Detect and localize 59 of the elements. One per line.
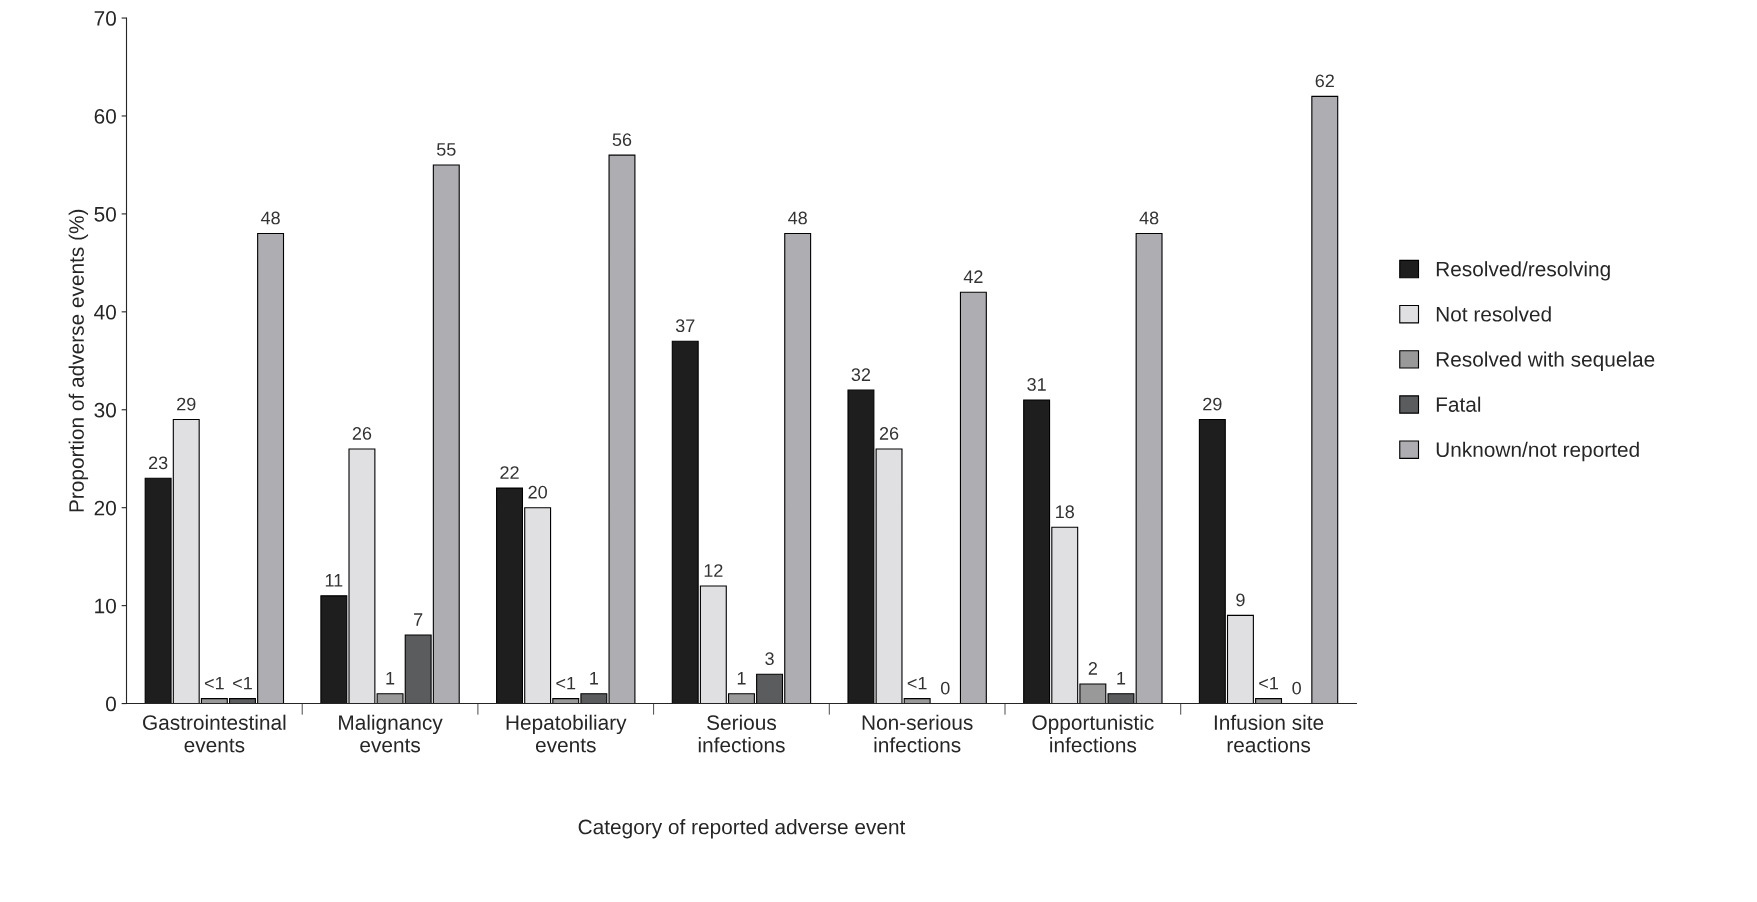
data-label: 37 — [675, 319, 695, 333]
legend-label: Resolved with sequelae — [1436, 351, 1655, 371]
bar — [959, 291, 987, 704]
legend-label: Unknown/not reported — [1436, 441, 1639, 462]
data-label: 48 — [788, 211, 807, 225]
data-label: 62 — [1315, 74, 1334, 88]
data-label: 3 — [765, 652, 774, 666]
data-label: 12 — [704, 564, 723, 577]
data-label: <1 — [233, 676, 252, 690]
data-label: 31 — [1027, 378, 1046, 391]
x-tick-label: Serious infections — [698, 714, 785, 753]
data-label: <1 — [556, 676, 576, 690]
y-axis-title: Proportion of adverse events (%) — [68, 209, 89, 512]
x-tick-label: Malignancy events — [339, 714, 443, 753]
data-label: 42 — [963, 270, 983, 283]
data-label: 0 — [1292, 681, 1301, 695]
data-label: 48 — [260, 211, 280, 225]
y-tick-label: 10 — [95, 598, 116, 614]
x-tick-label: Opportunistic infections — [1032, 714, 1154, 753]
data-label: 2 — [1088, 662, 1097, 675]
data-label: 1 — [590, 672, 599, 685]
y-tick-label: 50 — [94, 206, 116, 222]
data-label: 29 — [177, 397, 196, 411]
x-tick-label: Gastrointestinal events — [143, 714, 286, 753]
data-label: 1 — [737, 672, 746, 685]
data-label: 18 — [1056, 505, 1074, 519]
y-tick-label: 40 — [94, 304, 116, 320]
data-label: 23 — [149, 456, 168, 470]
data-label: 1 — [386, 672, 395, 685]
x-axis-title: Category of reported adverse event — [578, 819, 906, 839]
x-tick-label: Infusion site reactions — [1214, 714, 1324, 753]
y-tick-label: 30 — [94, 402, 116, 418]
data-label: 26 — [352, 427, 372, 440]
bar — [1311, 95, 1339, 704]
x-tick-label: Hepatobiliary events — [506, 714, 627, 753]
data-label: <1 — [1259, 676, 1278, 690]
data-label: 22 — [500, 466, 519, 479]
data-label: 20 — [528, 485, 547, 499]
data-label: 1 — [1117, 672, 1126, 685]
legend-label: Fatal — [1436, 396, 1481, 412]
data-label: 0 — [940, 681, 950, 695]
legend-label: Not resolved — [1436, 306, 1551, 322]
data-label: <1 — [907, 676, 927, 690]
data-label: 29 — [1203, 397, 1222, 411]
y-tick-label: 0 — [106, 696, 116, 712]
data-label: 32 — [851, 368, 871, 382]
legend-label: Resolved/resolving — [1436, 261, 1610, 281]
y-tick-label: 70 — [94, 11, 116, 26]
data-label: 56 — [612, 133, 632, 147]
data-label: 11 — [325, 574, 343, 587]
data-label: 26 — [879, 427, 899, 440]
y-tick-label: 60 — [94, 108, 116, 124]
data-label: 9 — [1236, 593, 1245, 607]
data-label: 48 — [1139, 211, 1159, 225]
data-label: 55 — [436, 143, 456, 156]
data-label: 7 — [414, 613, 423, 626]
y-tick-label: 20 — [94, 500, 116, 516]
data-label: <1 — [204, 676, 224, 690]
x-tick-label: Non-serious infections — [862, 714, 973, 753]
